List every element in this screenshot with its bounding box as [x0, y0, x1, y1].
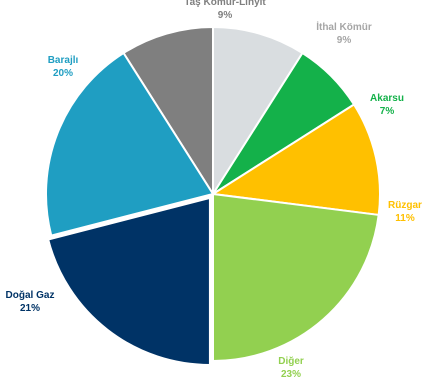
slice-label-1: İthal Kömür	[316, 20, 372, 33]
pie-slice-6	[45, 51, 215, 237]
slice-percent-5: 21%	[20, 303, 40, 314]
slice-label-3: Rüzgar	[388, 200, 422, 211]
slice-percent-6: 20%	[53, 68, 73, 79]
slice-label-0: Taş Kömür-Linyit	[184, 0, 266, 8]
slice-label-6: Barajlı	[48, 55, 79, 66]
slice-percent-2: 7%	[380, 106, 395, 117]
slice-label-5: Doğal Gaz	[6, 290, 55, 301]
pie-slice-5	[46, 196, 211, 366]
slice-percent-3: 11%	[395, 213, 415, 224]
pie-slice-4	[212, 192, 380, 363]
pie-slice-0	[122, 25, 214, 198]
pie-slice-3	[210, 103, 381, 217]
slice-label-4: Diğer	[278, 356, 304, 367]
slice-percent-0: 9%	[218, 10, 233, 21]
slice-percent-4: 23%	[281, 369, 301, 380]
slice-label-2: Akarsu	[370, 93, 404, 104]
slice-percent-1: 9%	[337, 35, 352, 46]
pie-slice-1	[212, 25, 304, 198]
